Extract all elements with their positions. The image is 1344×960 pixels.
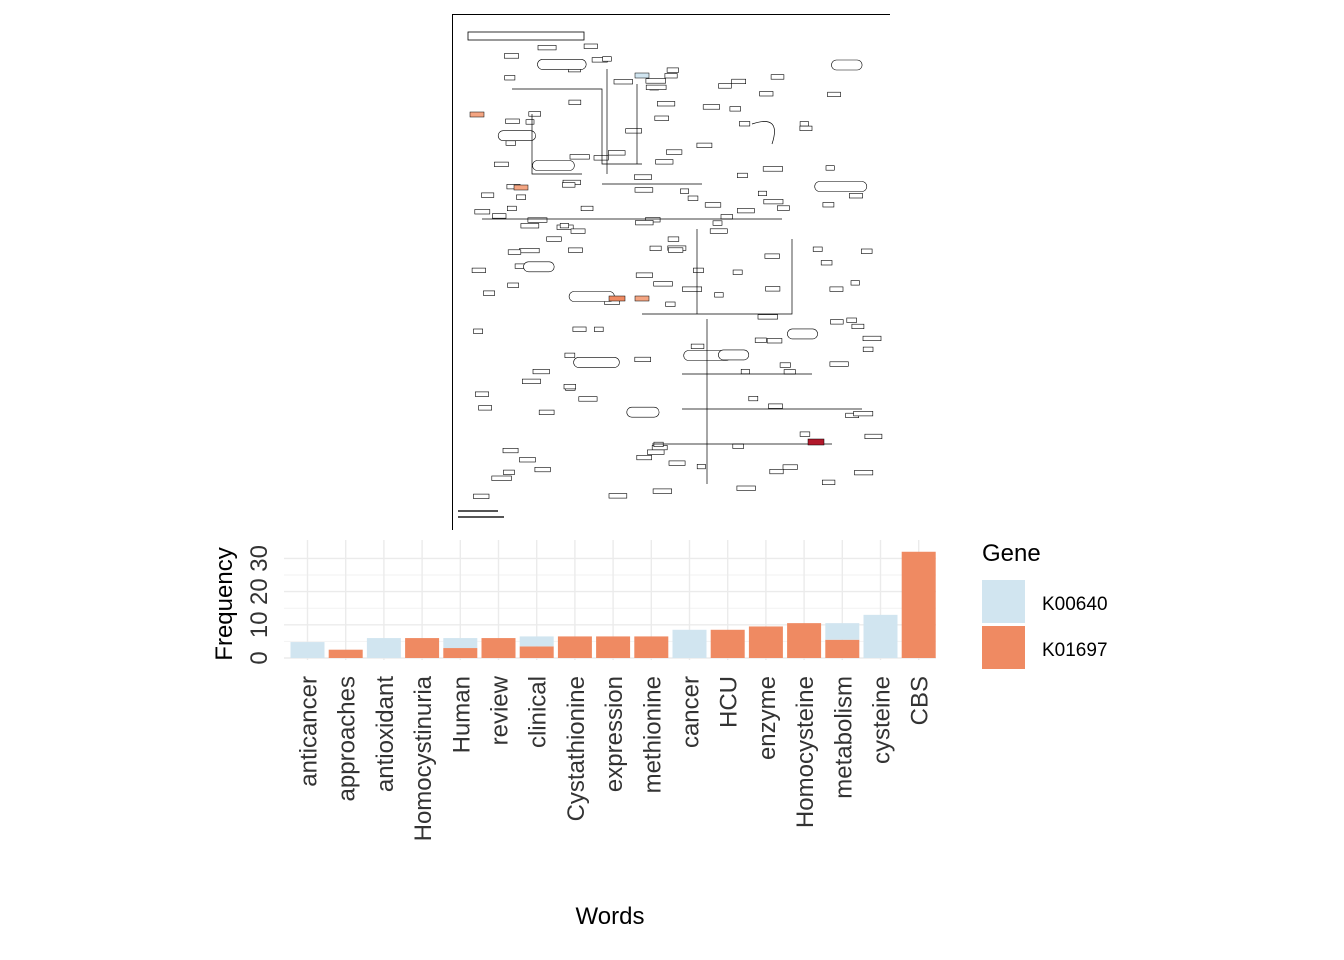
bar-k01697-homocystinuria xyxy=(405,638,440,658)
x-tick-label: cancer xyxy=(678,676,705,748)
x-tick-label: methionine xyxy=(639,676,666,793)
x-tick-label: review xyxy=(487,675,514,745)
x-tick-label: CBS xyxy=(907,676,934,725)
bar-k01697-clinical xyxy=(519,646,554,658)
x-tick-label: expression xyxy=(601,676,628,792)
bar-k01697-methionine xyxy=(634,636,669,658)
bar-k00640-cysteine xyxy=(863,614,898,658)
bar-k01697-enzyme xyxy=(748,626,783,658)
bar-k01697-expression xyxy=(596,636,631,658)
y-tick-label: 20 xyxy=(246,578,273,605)
bar-k01697-cystathionine xyxy=(557,636,592,658)
bars xyxy=(290,551,936,658)
y-tick-labels: 0 10 20 30 xyxy=(246,545,273,665)
bar-k01697-approaches xyxy=(328,649,363,658)
x-tick-label: enzyme xyxy=(754,676,781,760)
legend-label-k01697: K01697 xyxy=(1042,640,1108,661)
x-tick-label: Human xyxy=(448,676,475,753)
y-tick-label: 0 xyxy=(246,651,273,664)
legend-label-k00640: K00640 xyxy=(1042,594,1108,615)
legend-key-k00640 xyxy=(982,580,1025,623)
x-tick-label: approaches xyxy=(334,676,361,801)
x-tick-label: clinical xyxy=(525,676,552,748)
x-tick-label: Homocysteine xyxy=(792,676,819,828)
x-tick-label: Homocystinuria xyxy=(410,675,437,841)
y-tick-label: 30 xyxy=(246,545,273,572)
bar-k00640-metabolism xyxy=(825,623,860,640)
bar-k01697-metabolism xyxy=(825,639,860,658)
x-tick-label: Cystathionine xyxy=(563,676,590,821)
bar-k00640-cancer xyxy=(672,629,707,658)
x-tick-labels: anticancer approaches antioxidant Homocysti… xyxy=(296,675,934,841)
bar-k01697-cbs xyxy=(901,551,936,658)
bar-k00640-anticancer xyxy=(290,642,325,658)
bar-k01697-human xyxy=(443,648,478,658)
bar-k01697-homocysteine xyxy=(787,623,822,658)
x-tick-label: cysteine xyxy=(869,676,896,764)
x-tick-label: anticancer xyxy=(296,676,323,787)
legend: Gene K00640 K01697 xyxy=(982,540,1108,669)
bar-k00640-human xyxy=(443,638,478,649)
y-axis-title: Frequency xyxy=(211,547,238,660)
kegg-pathway-map xyxy=(452,14,892,530)
legend-title: Gene xyxy=(982,540,1041,567)
x-tick-label: metabolism xyxy=(830,676,857,799)
x-axis-title: Words xyxy=(576,903,645,930)
legend-key-k01697 xyxy=(982,626,1025,669)
bar-k01697-review xyxy=(481,638,516,658)
x-tick-label: antioxidant xyxy=(372,676,399,792)
bar-k00640-clinical xyxy=(519,636,554,647)
bar-k01697-hcu xyxy=(710,629,745,658)
bar-k00640-antioxidant xyxy=(366,638,401,658)
y-tick-label: 10 xyxy=(246,611,273,638)
x-tick-label: HCU xyxy=(716,676,743,728)
